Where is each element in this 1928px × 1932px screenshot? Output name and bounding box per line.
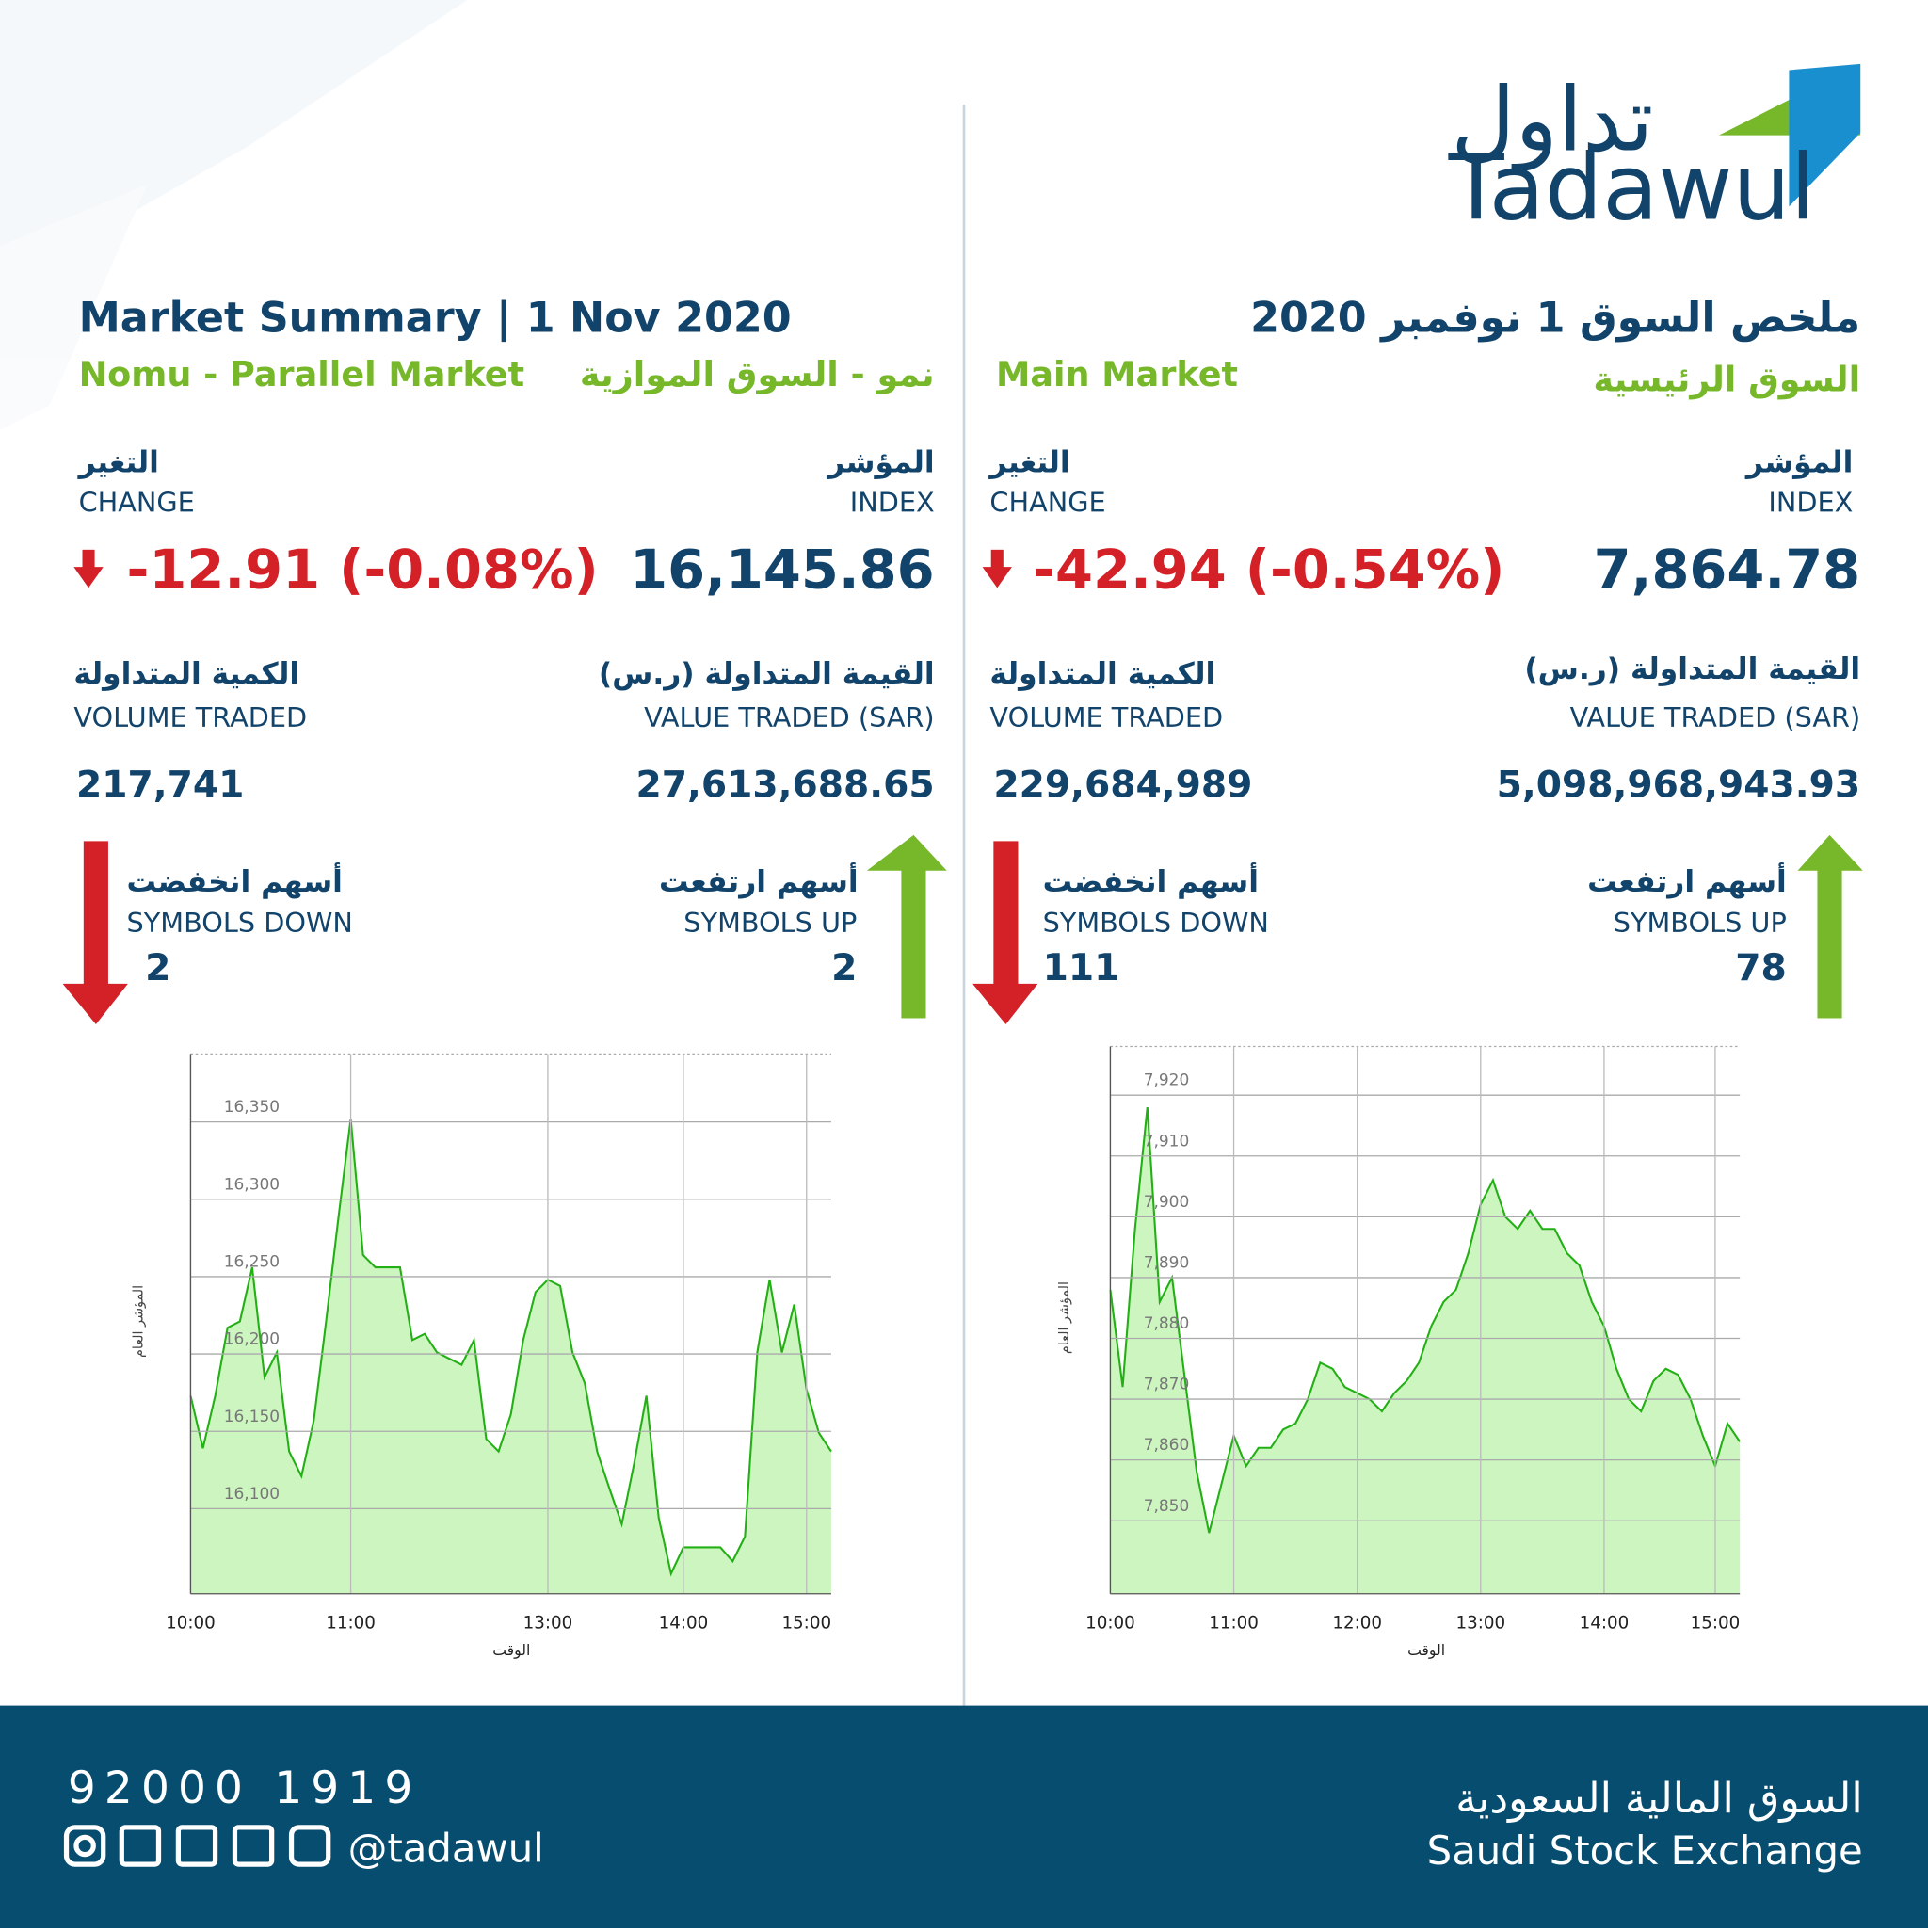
x-axis-label: الوقت	[492, 1641, 530, 1660]
charts: 16,100 16,150 16,200 16,250 16,300 16,350 10:0…	[132, 1045, 1742, 1660]
down-value: 111	[1043, 947, 1120, 990]
decoration	[0, 0, 468, 431]
y-tick-label: 16,300	[224, 1175, 280, 1194]
volume-value: 229,684,989	[993, 764, 1252, 806]
y-tick-label: 7,910	[1144, 1132, 1190, 1151]
index-label-ar: المؤشر	[1744, 446, 1853, 480]
x-tick-label: 13:00	[1455, 1613, 1505, 1633]
x-tick-label: 15:00	[781, 1613, 831, 1633]
market-name-en: Nomu - Parallel Market	[79, 354, 525, 394]
up-value: 78	[1735, 947, 1787, 990]
y-tick-label: 16,200	[224, 1330, 280, 1349]
y-axis-label: المؤشر العام	[132, 1285, 147, 1358]
title-en: Market Summary | 1 Nov 2020	[79, 295, 792, 343]
phone: 92000 1919	[68, 1763, 422, 1814]
down-label-en: SYMBOLS DOWN	[1043, 907, 1269, 939]
logo-english: Tadawul	[1448, 134, 1816, 240]
market-nomu: Nomu - Parallel Market نمو - السوق الموا…	[62, 354, 947, 1024]
value-traded: 5,098,968,943.93	[1497, 764, 1861, 806]
handle: @tadawul	[348, 1825, 544, 1871]
index-value: 7,864.78	[1594, 538, 1861, 601]
value-label-en: VALUE TRADED (SAR)	[644, 701, 935, 733]
title-ar: ملخص السوق 1 نوفمبر 2020	[1250, 295, 1860, 343]
value-label-en: VALUE TRADED (SAR)	[1570, 701, 1861, 733]
down-label-en: SYMBOLS DOWN	[127, 907, 353, 939]
y-tick-label: 7,850	[1144, 1497, 1190, 1516]
y-tick-label: 16,150	[224, 1408, 280, 1426]
up-label-ar: أسهم ارتفعت	[1587, 862, 1787, 899]
x-tick-label: 15:00	[1691, 1613, 1741, 1633]
logo: تداول Tadawul	[1448, 63, 1861, 240]
down-arrow	[62, 841, 128, 1024]
y-tick-label: 7,870	[1144, 1376, 1190, 1394]
logo-arabic: تداول	[1451, 69, 1653, 171]
down-arrow	[972, 841, 1038, 1024]
x-tick-label: 11:00	[326, 1613, 376, 1633]
index-label-en: INDEX	[1768, 486, 1853, 518]
y-tick-label: 7,860	[1144, 1436, 1190, 1455]
y-tick-label: 7,900	[1144, 1193, 1190, 1212]
up-label-en: SYMBOLS UP	[1614, 907, 1787, 939]
value-label-ar: القيمة المتداولة (ر.س)	[599, 657, 935, 691]
change-value: -42.94 (-0.54%)	[1033, 538, 1504, 601]
up-arrow	[866, 834, 947, 1019]
index-value: 16,145.86	[630, 538, 934, 601]
social-icons	[63, 1825, 331, 1867]
x-tick-label: 13:00	[523, 1613, 573, 1633]
index-label-en: INDEX	[850, 486, 935, 518]
down-label-ar: أسهم انخفضت	[127, 862, 343, 899]
x-tick-label: 11:00	[1209, 1613, 1259, 1633]
y-tick-label: 16,350	[224, 1098, 280, 1117]
up-arrow	[1797, 834, 1863, 1019]
volume-label-en: VOLUME TRADED	[73, 701, 307, 733]
market-name-en: Main Market	[996, 354, 1238, 394]
x-tick-label: 14:00	[1580, 1613, 1630, 1633]
up-value: 2	[831, 947, 857, 990]
y-tick-label: 16,100	[224, 1485, 280, 1504]
value-label-ar: القيمة المتداولة (ر.س)	[1524, 652, 1860, 686]
down-icon	[982, 549, 1012, 588]
index-label-ar: المؤشر	[826, 446, 934, 480]
change-value: -12.91 (-0.08%)	[127, 538, 599, 601]
down-label-ar: أسهم انخفضت	[1043, 862, 1259, 899]
volume-label-ar: الكمية المتداولة	[73, 657, 299, 691]
change-label-en: CHANGE	[989, 486, 1105, 518]
x-tick-label: 10:00	[1085, 1613, 1135, 1633]
down-value: 2	[145, 947, 170, 990]
up-label-ar: أسهم ارتفعت	[659, 862, 859, 899]
footer: 92000 1919 @tadawul السوق المالية السعود…	[0, 1705, 1928, 1928]
area	[1110, 1107, 1741, 1594]
line	[1109, 1106, 1742, 1534]
change-label-ar: التغير	[77, 446, 159, 480]
market-name-ar: السوق الرئيسية	[1593, 359, 1860, 399]
volume-label-en: VOLUME TRADED	[989, 701, 1223, 733]
market-main: Main Market السوق الرئيسية التغير CHANGE…	[972, 354, 1863, 1024]
org-en: Saudi Stock Exchange	[1427, 1827, 1863, 1874]
y-tick-label: 7,890	[1144, 1253, 1190, 1272]
volume-label-ar: الكمية المتداولة	[989, 657, 1215, 691]
org-ar: السوق المالية السعودية	[1455, 1775, 1863, 1823]
change-label-ar: التغير	[988, 446, 1069, 480]
down-icon	[73, 549, 104, 588]
volume-value: 217,741	[76, 764, 244, 806]
y-tick-label: 7,920	[1144, 1071, 1190, 1090]
y-tick-label: 7,880	[1144, 1314, 1190, 1333]
x-tick-label: 14:00	[659, 1613, 709, 1633]
market-name-ar: نمو - السوق الموازية	[580, 354, 935, 394]
x-tick-label: 12:00	[1332, 1613, 1382, 1633]
y-tick-label: 16,250	[224, 1252, 280, 1271]
up-label-en: SYMBOLS UP	[683, 907, 857, 939]
x-axis-label: الوقت	[1407, 1641, 1445, 1660]
x-tick-label: 10:00	[166, 1613, 216, 1633]
line	[189, 1119, 832, 1577]
change-label-en: CHANGE	[79, 486, 195, 518]
y-axis-label: المؤشر العام	[1057, 1281, 1072, 1354]
value-traded: 27,613,688.65	[635, 764, 934, 806]
